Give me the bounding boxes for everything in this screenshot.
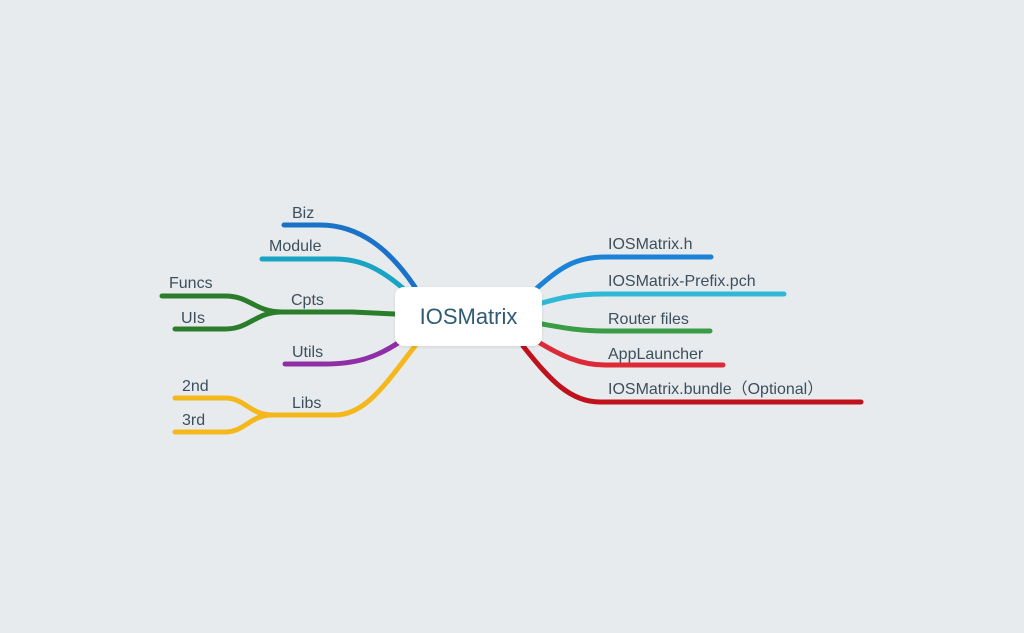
node-router-files[interactable]: Router files <box>608 311 689 328</box>
connector-cpts <box>279 309 398 317</box>
connector-biz <box>281 222 418 290</box>
node-app-launcher[interactable]: AppLauncher <box>608 346 704 363</box>
node-bundle[interactable]: IOSMatrix.bundle（Optional） <box>608 381 824 398</box>
node-header-file[interactable]: IOSMatrix.h <box>608 236 693 253</box>
connector-libs <box>269 343 418 418</box>
connector-funcs <box>159 293 285 315</box>
connector-3rd <box>172 412 275 435</box>
connector-bundle <box>520 343 864 405</box>
node-prefix-file[interactable]: IOSMatrix-Prefix.pch <box>608 273 756 290</box>
root-node[interactable]: IOSMatrix <box>395 287 542 346</box>
node-utils[interactable]: Utils <box>292 344 324 361</box>
connector-utils <box>282 340 401 367</box>
node-libs[interactable]: Libs <box>292 395 322 412</box>
node-module[interactable]: Module <box>269 238 322 255</box>
node-cpts[interactable]: Cpts <box>291 292 324 309</box>
connector-header <box>534 254 714 291</box>
connector-launcher <box>537 340 726 368</box>
root-label: IOSMatrix <box>419 303 518 329</box>
connector-router <box>539 321 713 334</box>
connector-module <box>259 256 408 293</box>
node-funcs[interactable]: Funcs <box>169 275 213 292</box>
connector-prefix <box>539 291 787 306</box>
node-biz[interactable]: Biz <box>292 205 315 222</box>
connector-uis <box>172 309 285 332</box>
node-3rd[interactable]: 3rd <box>182 412 206 429</box>
node-uis[interactable]: UIs <box>181 310 205 327</box>
node-2nd[interactable]: 2nd <box>182 378 209 395</box>
